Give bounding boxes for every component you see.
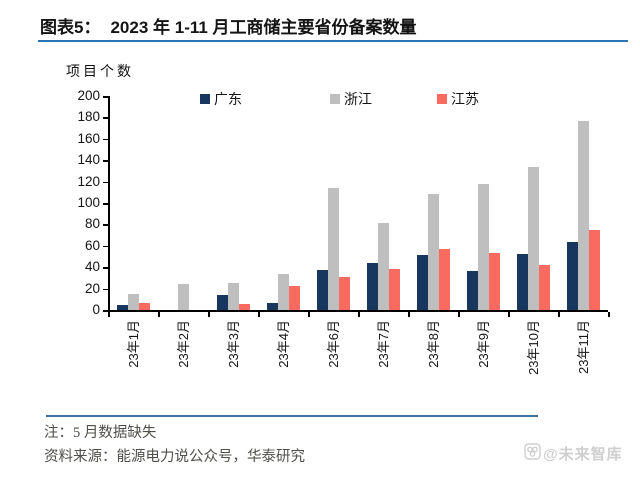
legend-swatch-icon [437, 94, 447, 104]
bar-广东-23年6月 [316, 270, 328, 310]
bar-浙江-23年1月 [127, 293, 139, 310]
figure-number: 图表5： [40, 18, 101, 37]
chart-source: 资料来源：能源电力说公众号，华泰研究 [44, 449, 305, 465]
y-tick-label: 200 [77, 88, 100, 103]
chart-note: 注：5 月数据缺失 [44, 425, 157, 441]
y-tick-label: 100 [77, 195, 100, 210]
y-tick [103, 267, 108, 269]
x-tick [458, 311, 460, 317]
bar-浙江-23年3月 [227, 283, 239, 310]
bar-江苏-23年11月 [588, 229, 600, 310]
legend-swatch-icon [200, 94, 210, 104]
x-axis-label: 23年11月 [576, 320, 591, 374]
legend-label: 广东 [214, 91, 242, 107]
x-axis-label: 23年10月 [526, 320, 541, 375]
bar-江苏-23年9月 [488, 253, 500, 310]
y-tick [103, 160, 108, 162]
bar-浙江-23年7月 [377, 223, 389, 310]
x-tick [308, 311, 310, 317]
x-axis-label: 23年8月 [426, 320, 441, 368]
y-tick [103, 138, 108, 141]
bar-浙江-23年6月 [327, 188, 339, 310]
y-tick-label: 60 [84, 237, 100, 253]
x-axis-label: 23年1月 [126, 320, 141, 368]
x-tick [408, 311, 410, 317]
bar-广东-23年7月 [366, 262, 378, 310]
bar-江苏-23年4月 [288, 286, 300, 310]
x-tick [558, 311, 560, 317]
x-tick [258, 311, 260, 317]
bar-广东-23年8月 [416, 255, 428, 310]
watermark-text: @未来智库 [543, 446, 623, 463]
y-tick [103, 288, 108, 291]
bar-江苏-23年7月 [388, 269, 400, 310]
bar-广东-23年4月 [266, 302, 278, 310]
bar-江苏-23年1月 [138, 302, 150, 310]
y-tick-label: 180 [77, 109, 100, 125]
bar-广东-23年11月 [566, 241, 578, 310]
y-tick [103, 96, 108, 98]
bar-江苏-23年3月 [238, 303, 250, 310]
x-axis-label: 23年3月 [226, 320, 241, 368]
bar-浙江-23年2月 [177, 284, 189, 310]
y-tick-label: 40 [84, 259, 100, 275]
y-tick-label: 20 [84, 280, 100, 296]
bar-江苏-23年6月 [338, 276, 350, 310]
y-axis-title: 项目个数 [66, 63, 134, 79]
footer-divider [46, 415, 538, 417]
y-tick [103, 310, 108, 312]
y-tick [103, 245, 108, 248]
title-underline [38, 40, 628, 42]
legend-label: 浙江 [344, 91, 372, 107]
legend-item-江苏: 江苏 [437, 89, 479, 109]
watermark: @未来智库 [524, 443, 623, 464]
y-tick [103, 224, 108, 226]
page-title: 图表5： 2023 年 1-11 月工商储主要省份备案数量 [40, 13, 612, 38]
x-axis-label: 23年2月 [176, 320, 191, 368]
legend-label: 江苏 [451, 91, 479, 107]
x-tick [108, 311, 110, 317]
x-axis-label: 23年9月 [476, 320, 491, 368]
bar-江苏-23年10月 [538, 265, 550, 310]
x-axis-label: 23年7月 [376, 320, 391, 368]
x-axis-line [108, 310, 608, 312]
legend-item-浙江: 浙江 [330, 89, 372, 109]
y-tick [103, 181, 108, 184]
bar-江苏-23年8月 [438, 249, 450, 310]
bar-浙江-23年9月 [477, 183, 489, 310]
bar-广东-23年3月 [216, 295, 228, 310]
y-tick-label: 120 [77, 173, 100, 189]
legend-swatch-icon [330, 94, 340, 104]
y-tick [103, 203, 108, 205]
y-tick-label: 140 [77, 152, 100, 168]
x-tick [608, 311, 610, 317]
y-tick-label: 160 [77, 130, 100, 146]
bar-广东-23年1月 [116, 304, 128, 310]
x-tick [208, 311, 210, 317]
x-axis-label: 23年4月 [276, 320, 291, 368]
x-tick [158, 311, 160, 317]
weilai-zhiku-logo-icon [524, 443, 543, 464]
x-axis-label: 23年6月 [326, 320, 341, 368]
legend-item-广东: 广东 [200, 89, 242, 109]
bar-浙江-23年8月 [427, 194, 439, 310]
y-tick [103, 117, 108, 119]
y-tick-label: 0 [92, 302, 100, 317]
bar-浙江-23年4月 [277, 273, 289, 310]
figure-title: 2023 年 1-11 月工商储主要省份备案数量 [110, 18, 417, 37]
bar-浙江-23年10月 [527, 166, 539, 310]
bar-浙江-23年11月 [577, 120, 589, 310]
x-tick [508, 311, 510, 317]
y-tick-label: 80 [84, 216, 100, 232]
bar-广东-23年9月 [466, 271, 478, 310]
x-tick [358, 311, 360, 317]
y-axis-line [108, 96, 110, 310]
bar-广东-23年10月 [516, 254, 528, 310]
